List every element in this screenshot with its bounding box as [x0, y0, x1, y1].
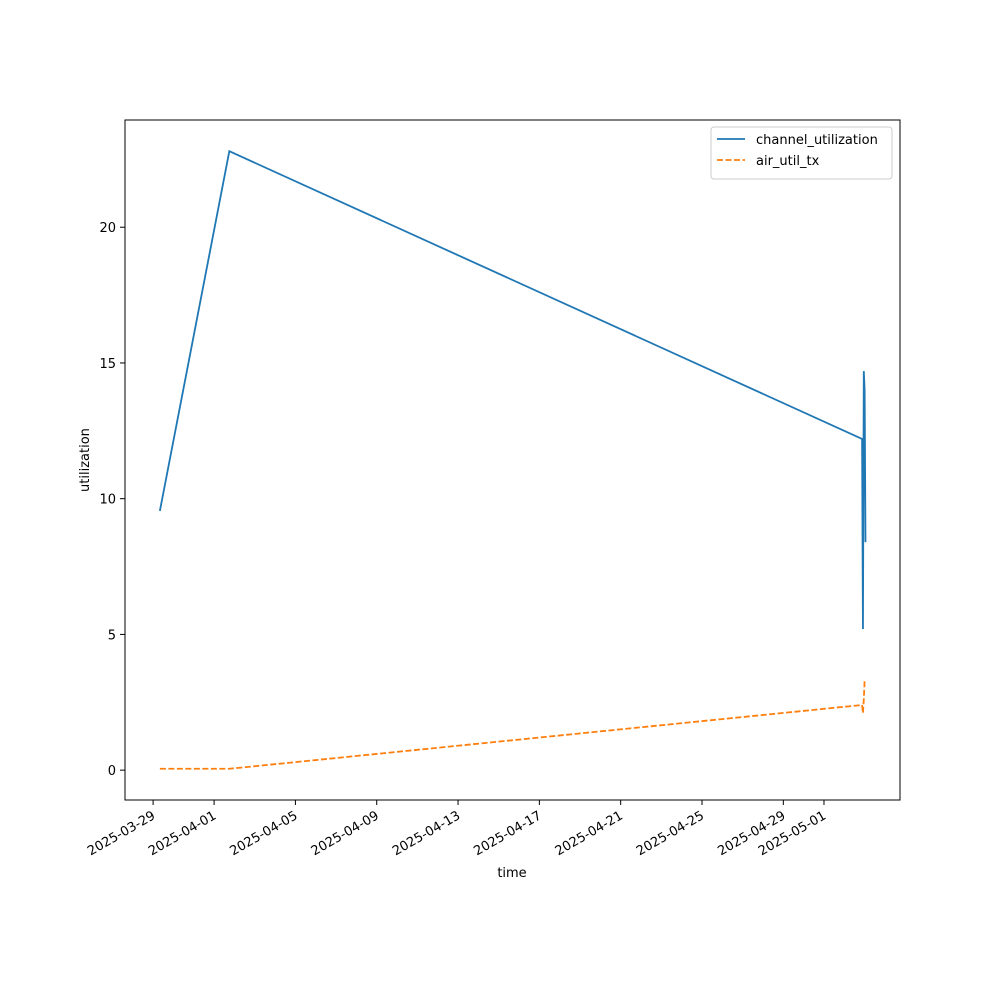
data-line	[159, 679, 866, 770]
legend-label: channel_utilization	[756, 133, 878, 148]
y-axis-label: utilization	[78, 428, 93, 492]
y-tick-label: 0	[108, 764, 116, 779]
y-tick-label: 10	[99, 493, 116, 508]
y-tick-label: 5	[108, 628, 116, 643]
legend-box	[710, 126, 893, 180]
y-tick-label: 15	[99, 357, 116, 372]
plot-frame	[124, 119, 901, 801]
x-axis-label: time	[497, 866, 526, 881]
y-tick-label: 20	[99, 221, 116, 236]
legend-label: air_util_tx	[756, 154, 820, 169]
data-line	[158, 149, 867, 629]
